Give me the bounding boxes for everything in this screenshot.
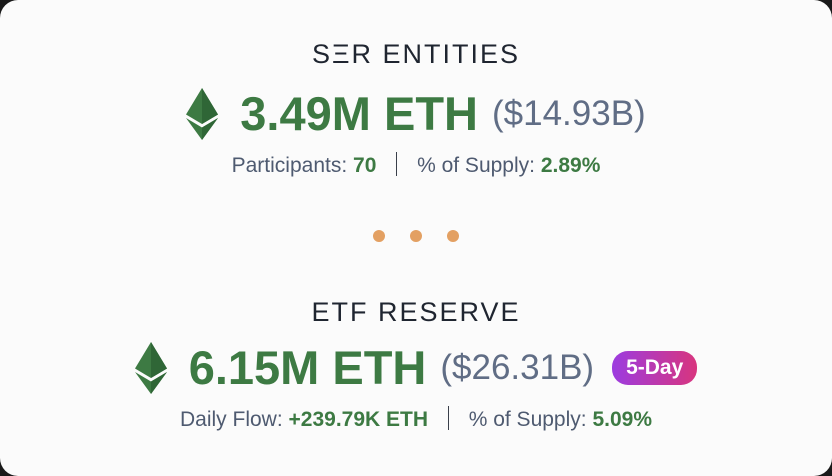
entities-title: SΞR ENTITIES	[311, 39, 521, 69]
entities-supply-label: % of Supply:	[417, 154, 535, 177]
ethereum-icon	[134, 342, 167, 394]
separator-dot	[447, 230, 459, 242]
stat-divider	[396, 152, 398, 176]
participants-value: 70	[353, 154, 377, 177]
etf-stats: Daily Flow: +239.79K ETH % of Supply: 5.…	[0, 406, 832, 434]
etf-supply-value: 5.09%	[592, 408, 652, 431]
etf-section: ETF RESERVE 6.15M ETH ($26.31B) 5-Day Da…	[0, 296, 832, 434]
entities-stats: Participants: 70 % of Supply: 2.89%	[0, 152, 832, 180]
entities-headline: 3.49M ETH ($14.93B)	[0, 82, 832, 146]
etf-title: ETF RESERVE	[311, 297, 521, 327]
daily-flow-label: Daily Flow:	[179, 408, 283, 431]
etf-supply-label: % of Supply:	[468, 408, 587, 431]
separator-dot	[373, 230, 385, 242]
participants-label: Participants:	[231, 154, 348, 177]
etf-headline: 6.15M ETH ($26.31B) 5-Day	[0, 336, 832, 400]
ethereum-icon	[186, 88, 219, 140]
separator-dot	[410, 230, 422, 242]
entities-section: SΞR ENTITIES 3.49M ETH ($14.93B) Partici…	[0, 38, 832, 180]
daily-flow-value: +239.79K ETH	[288, 408, 429, 431]
entities-amount: 3.49M ETH	[240, 87, 478, 140]
etf-usd-value: ($26.31B)	[440, 348, 595, 387]
section-separator	[0, 230, 832, 242]
stat-divider	[447, 406, 449, 430]
entities-supply-value: 2.89%	[540, 154, 601, 177]
etf-amount: 6.15M ETH	[188, 341, 427, 394]
period-badge: 5-Day	[612, 351, 698, 385]
entities-usd-value: ($14.93B)	[491, 94, 646, 133]
